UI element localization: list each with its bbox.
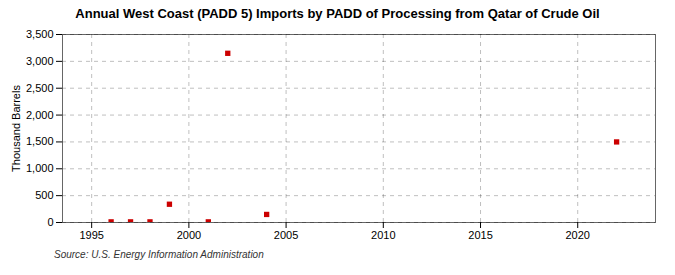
svg-text:2020: 2020 xyxy=(565,229,589,241)
svg-text:1,500: 1,500 xyxy=(26,135,54,147)
svg-text:3,500: 3,500 xyxy=(26,28,54,40)
svg-text:Thousand Barrels: Thousand Barrels xyxy=(10,85,22,172)
svg-text:3,000: 3,000 xyxy=(26,55,54,67)
svg-text:2,500: 2,500 xyxy=(26,82,54,94)
svg-text:1,000: 1,000 xyxy=(26,162,54,174)
svg-text:500: 500 xyxy=(35,189,53,201)
svg-text:2015: 2015 xyxy=(468,229,492,241)
svg-text:2,000: 2,000 xyxy=(26,109,54,121)
svg-text:2000: 2000 xyxy=(177,229,201,241)
svg-text:2010: 2010 xyxy=(371,229,395,241)
html-text:Source: U.S. Energy Informatio: Source: U.S. Energy Information Administ… xyxy=(54,249,264,260)
html-text:Annual West Coast (PADD 5) Imp: Annual West Coast (PADD 5) Imports by PA… xyxy=(75,6,600,21)
svg-text:1995: 1995 xyxy=(79,229,103,241)
svg-text:2005: 2005 xyxy=(274,229,298,241)
svg-text:0: 0 xyxy=(47,216,53,228)
